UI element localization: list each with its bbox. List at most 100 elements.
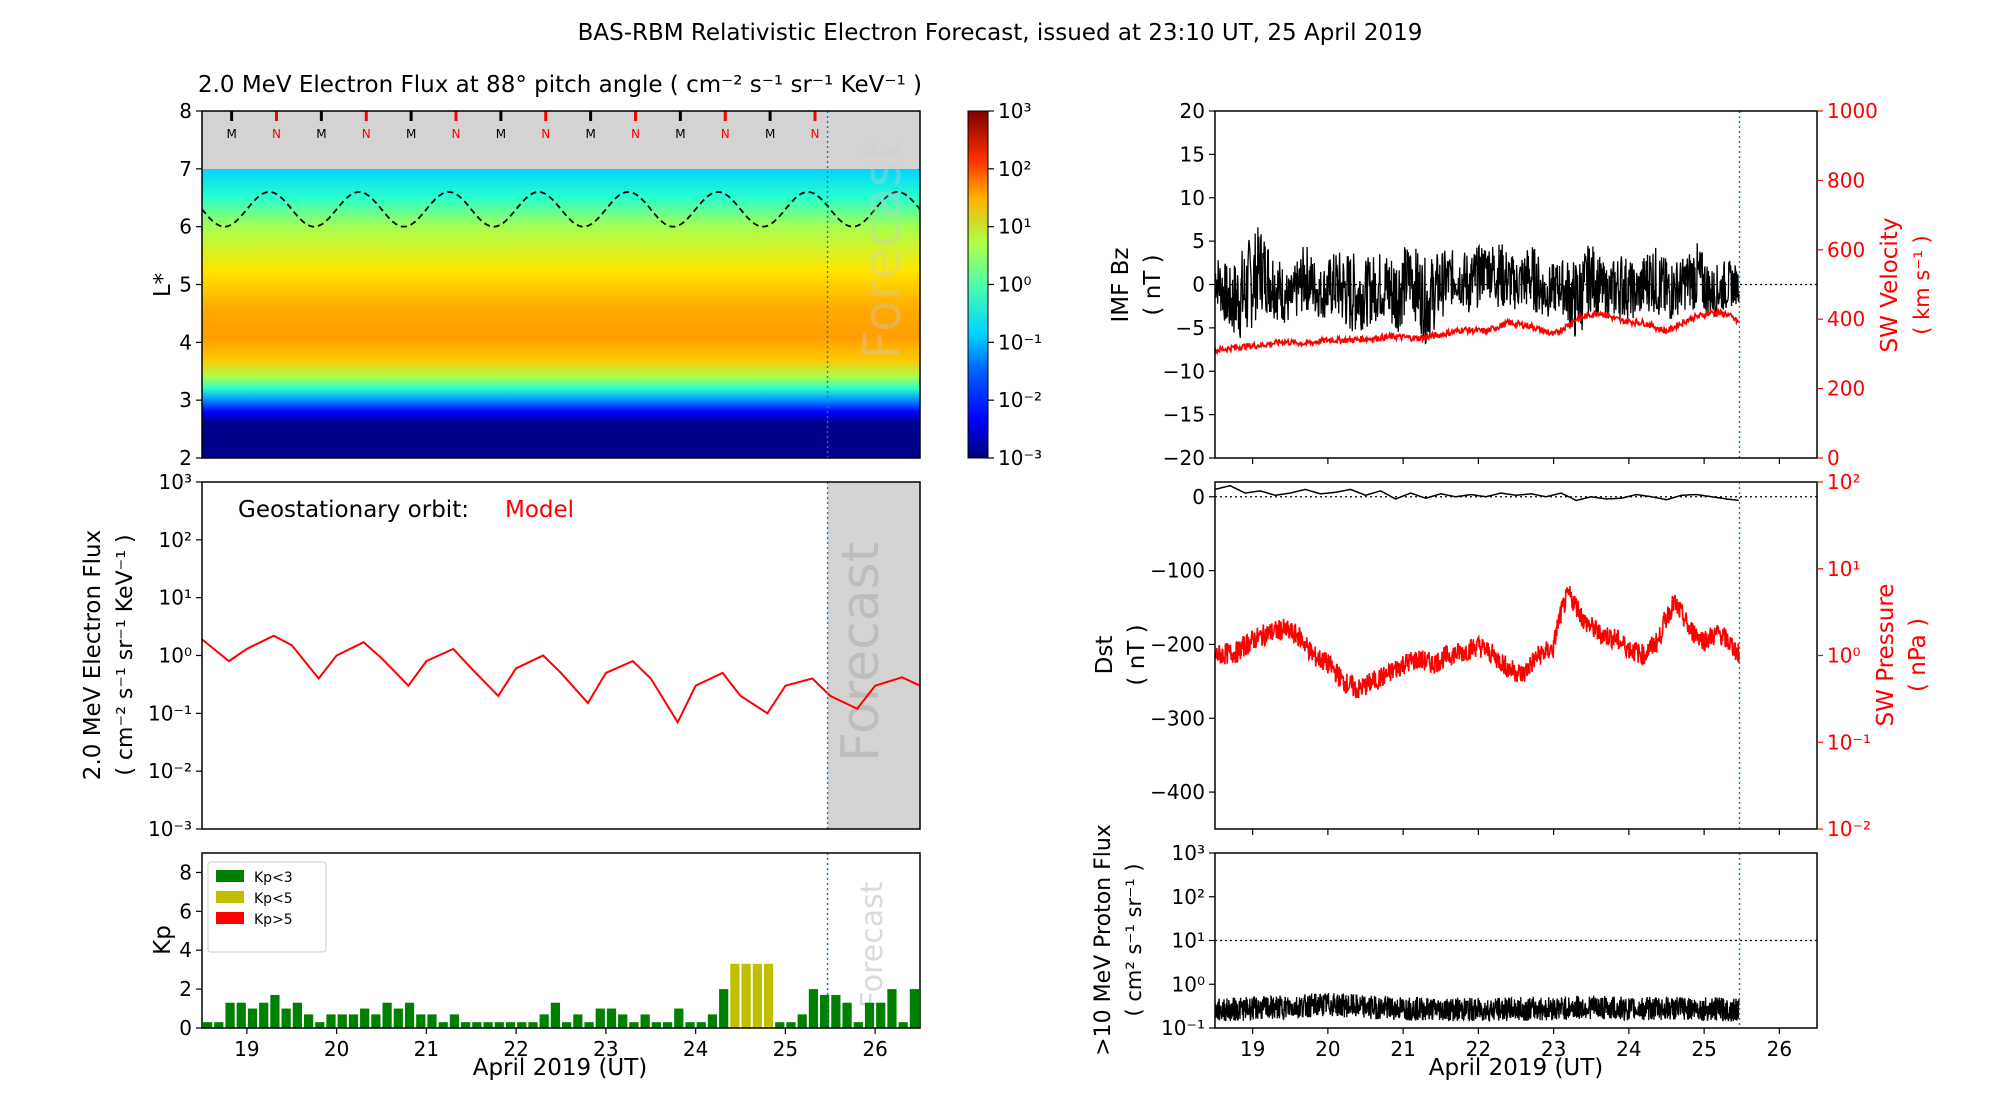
sw-pressure-ytick-label: 10² bbox=[1827, 470, 1860, 494]
kp-bar bbox=[539, 1014, 549, 1028]
kp-bar bbox=[382, 1002, 392, 1028]
kp-bar bbox=[360, 1008, 370, 1028]
kp-bar bbox=[281, 1008, 291, 1028]
proton-ytick-label: 10⁻¹ bbox=[1161, 1016, 1205, 1040]
kp-axes-frame bbox=[201, 852, 921, 1029]
mlt-marker-label: M bbox=[765, 127, 775, 141]
kp-bar bbox=[348, 1014, 359, 1028]
sw-velocity-ylabel-line1: SW Velocity bbox=[1877, 218, 1903, 353]
kp-bar bbox=[618, 1014, 628, 1028]
kp-bar bbox=[259, 1002, 269, 1028]
kp-xtick-label: 26 bbox=[862, 1037, 887, 1061]
kp-bar bbox=[831, 994, 841, 1028]
heatmap-ytick-label: 5 bbox=[179, 273, 192, 297]
imf-ytick-label: −10 bbox=[1163, 359, 1205, 383]
kp-bar bbox=[685, 1022, 695, 1028]
kp-bar bbox=[696, 1022, 706, 1028]
mlt-marker-label: N bbox=[811, 127, 820, 141]
heatmap-ytick-label: 8 bbox=[179, 99, 192, 123]
kp-bar bbox=[371, 1014, 381, 1028]
dst-ytick-label: −300 bbox=[1150, 706, 1205, 730]
kp-bar bbox=[337, 1014, 347, 1028]
mlt-marker-label: M bbox=[675, 127, 685, 141]
lstar-flux-panel: 2.0 MeV Electron Flux at 88° pitch angle… bbox=[150, 72, 1042, 470]
mlt-marker-label: N bbox=[452, 127, 461, 141]
dst-axes-frame bbox=[1214, 481, 1818, 830]
mlt-marker-label: M bbox=[316, 127, 326, 141]
heatmap-image bbox=[202, 169, 920, 458]
kp-legend-swatch-gt5 bbox=[216, 912, 244, 924]
proton-xtick-label: 23 bbox=[1541, 1037, 1566, 1061]
kp-bar bbox=[270, 994, 280, 1028]
kp-xtick-label: 20 bbox=[324, 1037, 349, 1061]
proton-xtick-label: 22 bbox=[1466, 1037, 1491, 1061]
kp-bar bbox=[629, 1022, 639, 1028]
sw-pressure-ytick-label: 10⁰ bbox=[1827, 644, 1860, 668]
kp-bar bbox=[763, 963, 774, 1028]
sw-pressure-ylabel-line1: SW Pressure bbox=[1873, 584, 1899, 727]
imf-ytick-label: 5 bbox=[1192, 229, 1205, 253]
colorbar-tick-label: 10¹ bbox=[998, 215, 1031, 239]
mlt-marker-label: M bbox=[406, 127, 416, 141]
kp-bar bbox=[887, 989, 897, 1028]
sw-pressure-ytick-label: 10⁻¹ bbox=[1827, 730, 1871, 754]
mlt-marker-label: M bbox=[496, 127, 506, 141]
kp-legend: Kp<3 Kp<5 Kp>5 bbox=[207, 861, 327, 953]
kp-bar bbox=[461, 1022, 471, 1028]
mlt-marker-label: N bbox=[541, 127, 550, 141]
kp-bar bbox=[449, 1014, 460, 1028]
kp-bar bbox=[517, 1022, 527, 1028]
kp-legend-swatch-lt3 bbox=[216, 870, 244, 882]
mlt-marker-label: M bbox=[585, 127, 595, 141]
kp-bar bbox=[416, 1014, 426, 1028]
geo-forecast-shade bbox=[827, 482, 920, 829]
kp-bar bbox=[775, 1022, 785, 1028]
kp-bar bbox=[404, 1002, 415, 1028]
geo-axes-frame bbox=[201, 481, 921, 830]
proton-xtick-label: 24 bbox=[1616, 1037, 1641, 1061]
proton-flux-panel: 10⁻¹ 10⁰ 10¹ 10² 10³ 19 20 21 22 23 24 25 26 >10 Me… bbox=[1091, 824, 1818, 1081]
kp-bar bbox=[595, 1008, 605, 1028]
proton-ylabel-line2: ( cm² s⁻¹ sr⁻¹ ) bbox=[1122, 863, 1146, 1016]
proton-ylabel-line1: >10 MeV Proton Flux bbox=[1091, 824, 1116, 1056]
mlt-marker-label: N bbox=[631, 127, 640, 141]
dst-line bbox=[1214, 484, 1739, 502]
mlt-marker-label: N bbox=[721, 127, 730, 141]
kp-xlabel: April 2019 (UT) bbox=[473, 1055, 648, 1081]
sw-pressure-ytick-label: 10¹ bbox=[1827, 557, 1860, 581]
sw-velocity-ytick-label: 600 bbox=[1827, 238, 1865, 262]
kp-bar bbox=[741, 963, 751, 1028]
kp-ylabel: Kp bbox=[150, 925, 176, 955]
colorbar-tick-label: 10⁻¹ bbox=[998, 330, 1042, 354]
imf-ylabel-line1: IMF Bz bbox=[1108, 247, 1134, 322]
dst-pressure-panel: −400 −300 −200 −100 0 10⁻² 10⁻¹ 10⁰ 10¹ 10² Dst (… bbox=[1092, 470, 1931, 841]
kp-bar bbox=[640, 1014, 650, 1028]
kp-bar bbox=[797, 1014, 807, 1028]
kp-bar bbox=[494, 1022, 504, 1028]
kp-xtick-label: 25 bbox=[773, 1037, 798, 1061]
heatmap-ytick-label: 7 bbox=[179, 157, 192, 181]
heatmap-title: 2.0 MeV Electron Flux at 88° pitch angle… bbox=[198, 72, 922, 98]
kp-legend-label-lt5: Kp<5 bbox=[254, 891, 293, 907]
kp-bar bbox=[326, 1014, 336, 1028]
mlt-marker-label: N bbox=[362, 127, 371, 141]
kp-ytick-label: 2 bbox=[179, 977, 192, 1001]
kp-bar bbox=[472, 1022, 482, 1028]
kp-bar bbox=[303, 1014, 314, 1028]
kp-xtick-label: 19 bbox=[234, 1037, 259, 1061]
geo-ytick-label: 10¹ bbox=[159, 586, 192, 610]
mlt-marker-label: M bbox=[226, 127, 236, 141]
colorbar-tick-label: 10⁻³ bbox=[998, 446, 1042, 470]
kp-bar bbox=[730, 963, 740, 1028]
imf-ytick-label: −20 bbox=[1163, 446, 1205, 470]
kp-bar bbox=[898, 1022, 908, 1028]
geo-ytick-label: 10⁻² bbox=[148, 759, 192, 783]
geo-ytick-label: 10⁰ bbox=[159, 644, 192, 668]
geo-flux-panel: Forecast Geostationary orbit: Model 10⁻³… bbox=[80, 470, 921, 841]
geo-forecast-label: Forecast bbox=[831, 542, 891, 762]
heatmap-ytick-label: 6 bbox=[179, 215, 192, 239]
kp-xtick-label: 22 bbox=[503, 1037, 528, 1061]
geo-orbit-trace bbox=[201, 191, 921, 228]
kp-bar bbox=[562, 1022, 572, 1028]
figure-title: BAS-RBM Relativistic Electron Forecast, … bbox=[578, 20, 1423, 46]
